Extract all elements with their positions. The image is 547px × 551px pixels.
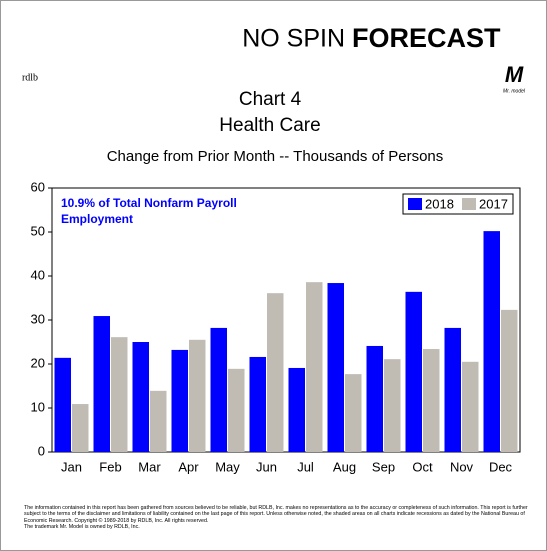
x-tick-label: Mar (138, 459, 161, 474)
bar (462, 361, 479, 452)
y-tick-label: 30 (31, 311, 45, 326)
bar (423, 349, 440, 452)
x-tick-label: Sep (372, 459, 395, 474)
chart-subtitle: Health Care (219, 115, 320, 136)
y-tick-label: 20 (31, 355, 45, 370)
footer: The information contained in this report… (24, 505, 529, 531)
bar (228, 368, 245, 452)
footer-text: The trademark Mr. Model is owned by RDLB… (24, 524, 140, 531)
bar (150, 390, 167, 452)
bar (483, 231, 500, 452)
x-tick-label: Jul (297, 459, 314, 474)
bar (306, 282, 323, 452)
y-tick-label: 0 (38, 443, 45, 458)
bar (444, 327, 461, 452)
y-tick-label: 50 (31, 223, 45, 238)
x-tick-label: Oct (412, 459, 433, 474)
x-tick-label: Jun (256, 459, 277, 474)
brand-right: FORECAST (352, 23, 501, 53)
bar (249, 356, 266, 452)
chart-title: Chart 4 (239, 89, 302, 110)
bar (54, 357, 71, 452)
y-tick-label: 60 (31, 179, 45, 194)
legend-box (402, 193, 514, 215)
bar (384, 359, 401, 452)
bar (132, 342, 149, 452)
annotation: Employment (61, 212, 133, 226)
x-tick-label: Nov (450, 459, 474, 474)
footer-text: The information contained in this report… (24, 505, 528, 524)
logo-left: rdlb (22, 72, 38, 83)
plot-area (51, 187, 521, 453)
brand-left: NO SPIN (242, 25, 345, 53)
y-tick-label: 10 (31, 399, 45, 414)
bar (189, 339, 206, 452)
bar (93, 316, 110, 452)
bar (501, 309, 518, 452)
bar (288, 367, 305, 452)
bar (210, 327, 227, 452)
x-tick-label: Dec (489, 459, 513, 474)
x-tick-label: Aug (333, 459, 356, 474)
bar (171, 349, 188, 452)
bar (267, 293, 284, 452)
legend-label: 2017 (479, 196, 508, 211)
bar (345, 374, 362, 452)
legend-label: 2018 (425, 196, 454, 211)
bar (111, 337, 128, 452)
y-tick-label: 40 (31, 267, 45, 282)
x-tick-label: Apr (178, 459, 199, 474)
x-tick-label: Jan (61, 459, 82, 474)
x-tick-label: Feb (99, 459, 121, 474)
legend-swatch (408, 198, 422, 210)
logo-caption: Mr. model (503, 88, 526, 94)
bar (405, 291, 422, 452)
chart-description: Change from Prior Month -- Thousands of … (107, 148, 444, 165)
legend-swatch (462, 198, 476, 210)
x-tick-label: May (215, 459, 240, 474)
annotation: 10.9% of Total Nonfarm Payroll (61, 196, 237, 210)
bar (327, 283, 344, 452)
bar (72, 404, 89, 452)
bar (366, 345, 383, 452)
logo-right: M (505, 62, 524, 87)
